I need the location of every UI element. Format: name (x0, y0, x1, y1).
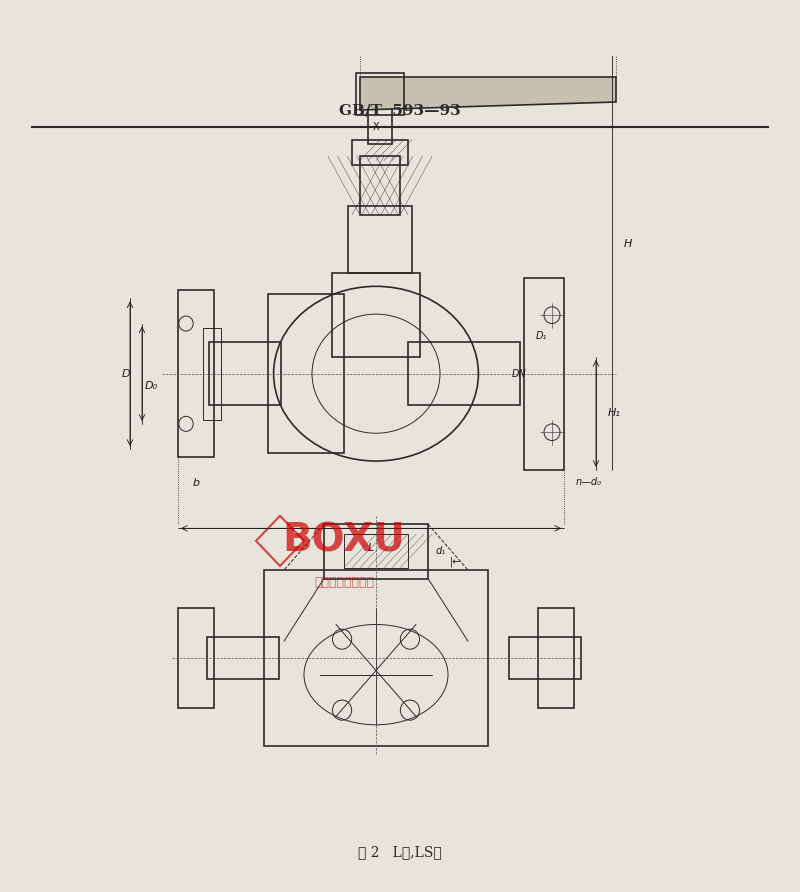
Text: 图 2   L型,LS型: 图 2 L型,LS型 (358, 845, 442, 859)
Bar (360, 156, 400, 215)
Bar (509, 637, 581, 679)
Bar (524, 277, 564, 470)
Polygon shape (360, 77, 616, 111)
Bar (264, 570, 488, 746)
Bar (203, 327, 221, 419)
Bar (538, 607, 574, 708)
Text: D₁: D₁ (536, 331, 547, 341)
Bar (356, 73, 404, 114)
Text: n—d₀: n—d₀ (576, 477, 602, 487)
Bar (209, 342, 281, 406)
Bar (332, 273, 420, 357)
Bar (408, 342, 520, 406)
Bar (206, 637, 278, 679)
Bar (344, 534, 408, 567)
Text: L: L (368, 543, 374, 553)
Text: H₁: H₁ (608, 409, 621, 418)
Text: BOXU: BOXU (282, 522, 406, 560)
Text: |←: |← (450, 557, 461, 567)
Bar (268, 294, 344, 453)
Text: 射阳船用设备制造: 射阳船用设备制造 (314, 576, 374, 590)
Bar (348, 206, 412, 273)
Text: D: D (122, 368, 130, 379)
Bar (178, 290, 214, 458)
Text: H: H (624, 239, 632, 249)
Bar (178, 607, 214, 708)
Bar (324, 524, 428, 579)
Text: d₁: d₁ (436, 546, 446, 556)
Text: DN: DN (512, 368, 526, 379)
Bar (368, 94, 392, 144)
Bar (352, 140, 408, 165)
Text: GB/T  593—93: GB/T 593—93 (339, 103, 461, 118)
Text: b: b (193, 478, 199, 488)
Text: X: X (373, 122, 379, 132)
Text: D₀: D₀ (145, 381, 158, 392)
